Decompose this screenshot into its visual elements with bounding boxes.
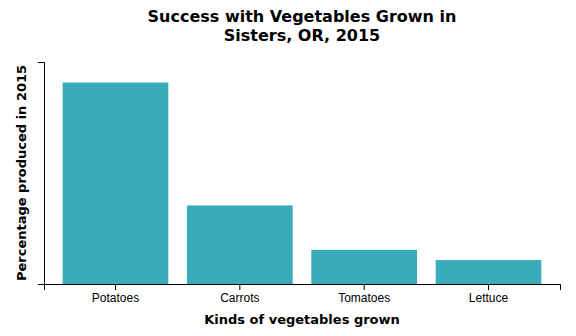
x-tick-mark — [488, 284, 489, 290]
x-tick-label: Carrots — [220, 291, 259, 305]
title: Success with Vegetables Grown inSisters,… — [148, 7, 457, 45]
x-tick-mark — [239, 284, 240, 290]
x-tick-label: Lettuce — [469, 291, 509, 305]
x-tick-label: Tomatoes — [338, 291, 390, 305]
plot: Potatoes Carrots Tomatoes Lettuce — [38, 63, 561, 305]
y-axis-line — [38, 63, 45, 285]
x-tick: Carrots — [220, 284, 259, 305]
x-tick: Potatoes — [92, 284, 139, 305]
x-tick-mark — [115, 284, 116, 290]
x-tick-mark — [364, 284, 365, 290]
title-line: Success with Vegetables Grown in — [148, 7, 457, 26]
y-axis — [38, 63, 45, 285]
x-axis-line — [45, 285, 561, 291]
x-tick-label: Potatoes — [92, 291, 139, 305]
x-axis: Potatoes Carrots Tomatoes Lettuce — [45, 284, 561, 305]
x-axis-title: Kinds of vegetables grown — [204, 312, 400, 327]
bar — [187, 205, 293, 284]
chart: Potatoes Carrots Tomatoes Lettuce Success wi… — [0, 0, 576, 336]
bar — [436, 260, 542, 284]
bar — [311, 250, 417, 284]
bar — [63, 82, 169, 284]
bars — [63, 82, 542, 284]
title-line: Sisters, OR, 2015 — [224, 26, 381, 45]
x-tick: Tomatoes — [338, 284, 390, 305]
x-tick: Lettuce — [469, 284, 509, 305]
y-axis-title: Percentage produced in 2015 — [14, 65, 29, 281]
